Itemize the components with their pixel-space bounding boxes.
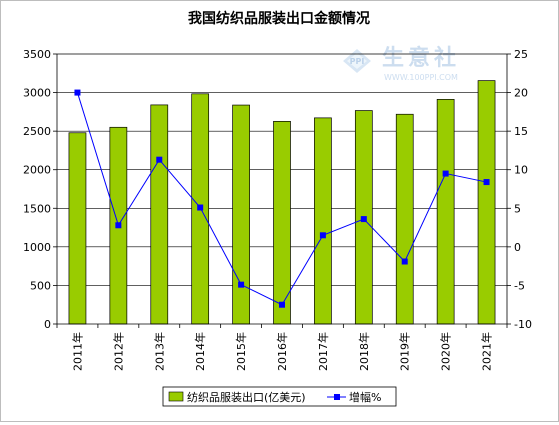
- line-point: [156, 156, 163, 163]
- x-tick-label: 2020年: [439, 332, 453, 371]
- x-tick-label: 2014年: [193, 332, 207, 371]
- right-tick-label: -10: [514, 318, 532, 331]
- x-tick-label: 2013年: [152, 332, 166, 371]
- right-tick-label: 25: [514, 48, 528, 61]
- bar: [273, 120, 291, 325]
- right-axis-ticks: -10 -5 0 5 10 15 20 25: [514, 48, 532, 331]
- legend-box: [162, 386, 397, 407]
- watermark-url: WWW.100PPI.COM: [384, 73, 458, 82]
- right-tick-label: 10: [514, 164, 528, 177]
- line-point: [197, 204, 204, 211]
- x-tick-label: 2021年: [480, 332, 494, 371]
- left-tick-label: 500: [30, 279, 51, 292]
- legend-bar-swatch: [168, 391, 184, 402]
- x-tick-label: 2018年: [357, 332, 371, 371]
- line-point: [115, 222, 122, 229]
- bar: [395, 113, 414, 325]
- legend: 纺织品服装出口(亿美元) 增幅%: [162, 386, 397, 407]
- x-tick-label: 2017年: [316, 332, 330, 371]
- line-point: [483, 179, 490, 186]
- bar: [314, 117, 332, 325]
- right-tick-label: 0: [514, 241, 521, 254]
- left-tick-label: 1500: [23, 202, 51, 215]
- right-tick-label: 5: [514, 202, 521, 215]
- legend-bar-label: 纺织品服装出口(亿美元): [187, 390, 306, 404]
- bar: [232, 104, 250, 325]
- left-tick-label: 2500: [23, 125, 51, 138]
- bar: [150, 104, 169, 325]
- line-point: [238, 281, 245, 288]
- right-tick-label: 15: [514, 125, 528, 138]
- bar: [68, 132, 87, 325]
- line-point: [360, 216, 367, 223]
- x-tick-label: 2012年: [111, 332, 125, 371]
- watermark-text: 生意社: [382, 45, 460, 71]
- x-tick-label: 2016年: [275, 332, 289, 371]
- left-axis-ticks: 0 500 1000 1500 2000 2500 3000 3500: [23, 48, 51, 331]
- watermark-logo-letters: PPI: [350, 57, 365, 66]
- left-tick-label: 3000: [23, 87, 51, 100]
- line-point: [279, 301, 285, 308]
- watermark-logo: PPI: [343, 49, 371, 73]
- left-tick-label: 0: [44, 318, 51, 331]
- axes: [53, 53, 511, 328]
- legend-line-label: 增幅%: [349, 390, 381, 404]
- right-tick-label: 20: [514, 87, 528, 100]
- watermark: PPI 生意社 WWW.100PPI.COM: [343, 45, 460, 82]
- left-tick-label: 2000: [23, 164, 51, 177]
- line-point: [319, 232, 326, 239]
- x-tick-label: 2011年: [70, 332, 84, 371]
- right-tick-label: -5: [514, 279, 525, 292]
- x-tick-label: 2015年: [234, 332, 248, 371]
- x-tick-label: 2019年: [398, 332, 412, 371]
- x-axis-ticks: 2011年 2012年 2013年 2014年 2015年 2016年 2017年 2018年…: [70, 332, 493, 371]
- bar: [477, 80, 496, 325]
- chart-title: 我国纺织品服装出口金额情况: [188, 10, 370, 27]
- line-point: [401, 258, 408, 265]
- left-tick-label: 1000: [23, 241, 51, 254]
- bar: [436, 99, 455, 325]
- line-series: [74, 89, 490, 308]
- legend-line-marker: [334, 394, 340, 400]
- line-point: [74, 89, 81, 96]
- line-point: [442, 170, 449, 177]
- left-tick-label: 3500: [23, 48, 51, 61]
